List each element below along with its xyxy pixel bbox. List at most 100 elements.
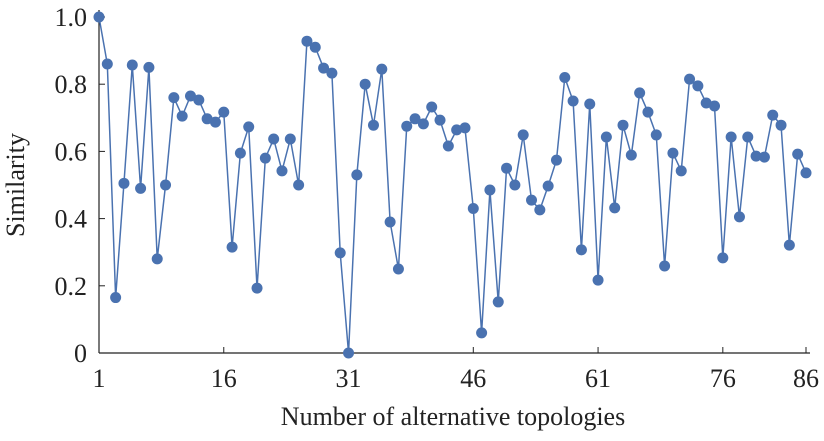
- point: [367, 119, 379, 131]
- point: [492, 296, 504, 308]
- point: [567, 95, 579, 107]
- x-tick-label: 76: [710, 364, 736, 393]
- point: [442, 140, 454, 152]
- point: [534, 204, 546, 216]
- point: [742, 131, 754, 143]
- point: [476, 327, 488, 339]
- point: [301, 35, 313, 47]
- x-axis-label: Number of alternative topologies: [281, 402, 625, 431]
- y-tick-label: 0: [74, 339, 87, 368]
- point: [218, 106, 230, 118]
- point: [659, 260, 671, 272]
- point: [526, 194, 538, 206]
- point: [800, 167, 812, 179]
- y-tick-label: 1.0: [55, 3, 88, 32]
- point: [700, 97, 712, 109]
- x-tick-label: 1: [93, 364, 106, 393]
- point: [126, 59, 138, 71]
- point: [135, 182, 147, 194]
- x-tick-label: 46: [460, 364, 486, 393]
- point: [293, 179, 305, 191]
- point: [209, 116, 221, 128]
- point: [550, 154, 562, 166]
- x-tick-label: 86: [793, 364, 819, 393]
- point: [517, 129, 529, 141]
- point: [201, 113, 213, 125]
- point: [725, 131, 737, 143]
- point: [110, 292, 122, 304]
- point: [684, 73, 696, 85]
- point: [268, 133, 280, 145]
- point: [542, 180, 554, 192]
- point: [717, 252, 729, 264]
- point: [343, 347, 355, 359]
- point: [234, 147, 246, 159]
- point: [600, 131, 612, 143]
- point: [584, 98, 596, 110]
- point: [118, 177, 130, 189]
- point: [176, 110, 188, 122]
- point: [193, 94, 205, 106]
- point: [675, 165, 687, 177]
- point: [417, 118, 429, 130]
- point: [634, 87, 646, 99]
- point: [392, 263, 404, 275]
- point: [93, 11, 105, 23]
- point: [143, 61, 155, 73]
- point: [101, 58, 113, 70]
- point: [459, 122, 471, 134]
- point: [426, 101, 438, 113]
- point: [284, 133, 296, 145]
- point: [667, 147, 679, 159]
- point: [351, 169, 363, 181]
- point: [309, 41, 321, 53]
- point: [775, 119, 787, 131]
- series-line: [98, 16, 807, 354]
- x-tick-label: 16: [211, 364, 237, 393]
- point: [501, 162, 513, 174]
- point: [642, 106, 654, 118]
- point: [168, 92, 180, 104]
- point: [692, 80, 704, 92]
- y-tick-label: 0.4: [55, 205, 88, 234]
- point: [650, 129, 662, 141]
- point: [451, 124, 463, 136]
- x-tick-label: 61: [585, 364, 611, 393]
- point: [151, 253, 163, 265]
- point: [625, 149, 637, 161]
- point: [251, 282, 263, 294]
- point: [376, 63, 388, 75]
- point: [509, 179, 521, 191]
- point: [758, 151, 770, 163]
- point: [326, 67, 338, 79]
- point: [592, 274, 604, 286]
- point: [792, 148, 804, 160]
- point: [401, 120, 413, 132]
- point: [767, 109, 779, 121]
- point: [750, 150, 762, 162]
- point: [434, 114, 446, 126]
- y-tick-label: 0.8: [55, 70, 88, 99]
- point: [359, 78, 371, 90]
- y-tick-label: 0.2: [55, 272, 88, 301]
- point: [709, 100, 721, 112]
- point: [384, 216, 396, 228]
- point: [484, 184, 496, 196]
- y-tick-label: 0.6: [55, 137, 88, 166]
- point: [160, 179, 172, 191]
- point: [467, 203, 479, 215]
- point: [609, 202, 621, 214]
- point: [409, 113, 421, 125]
- point: [334, 247, 346, 259]
- x-tick-label: 31: [336, 364, 362, 393]
- y-axis-label: Similarity: [1, 133, 30, 237]
- point: [259, 152, 271, 164]
- point: [276, 165, 288, 177]
- point: [733, 211, 745, 223]
- point: [243, 121, 255, 133]
- point: [184, 90, 196, 102]
- point: [575, 244, 587, 256]
- point: [226, 241, 238, 253]
- point: [617, 119, 629, 131]
